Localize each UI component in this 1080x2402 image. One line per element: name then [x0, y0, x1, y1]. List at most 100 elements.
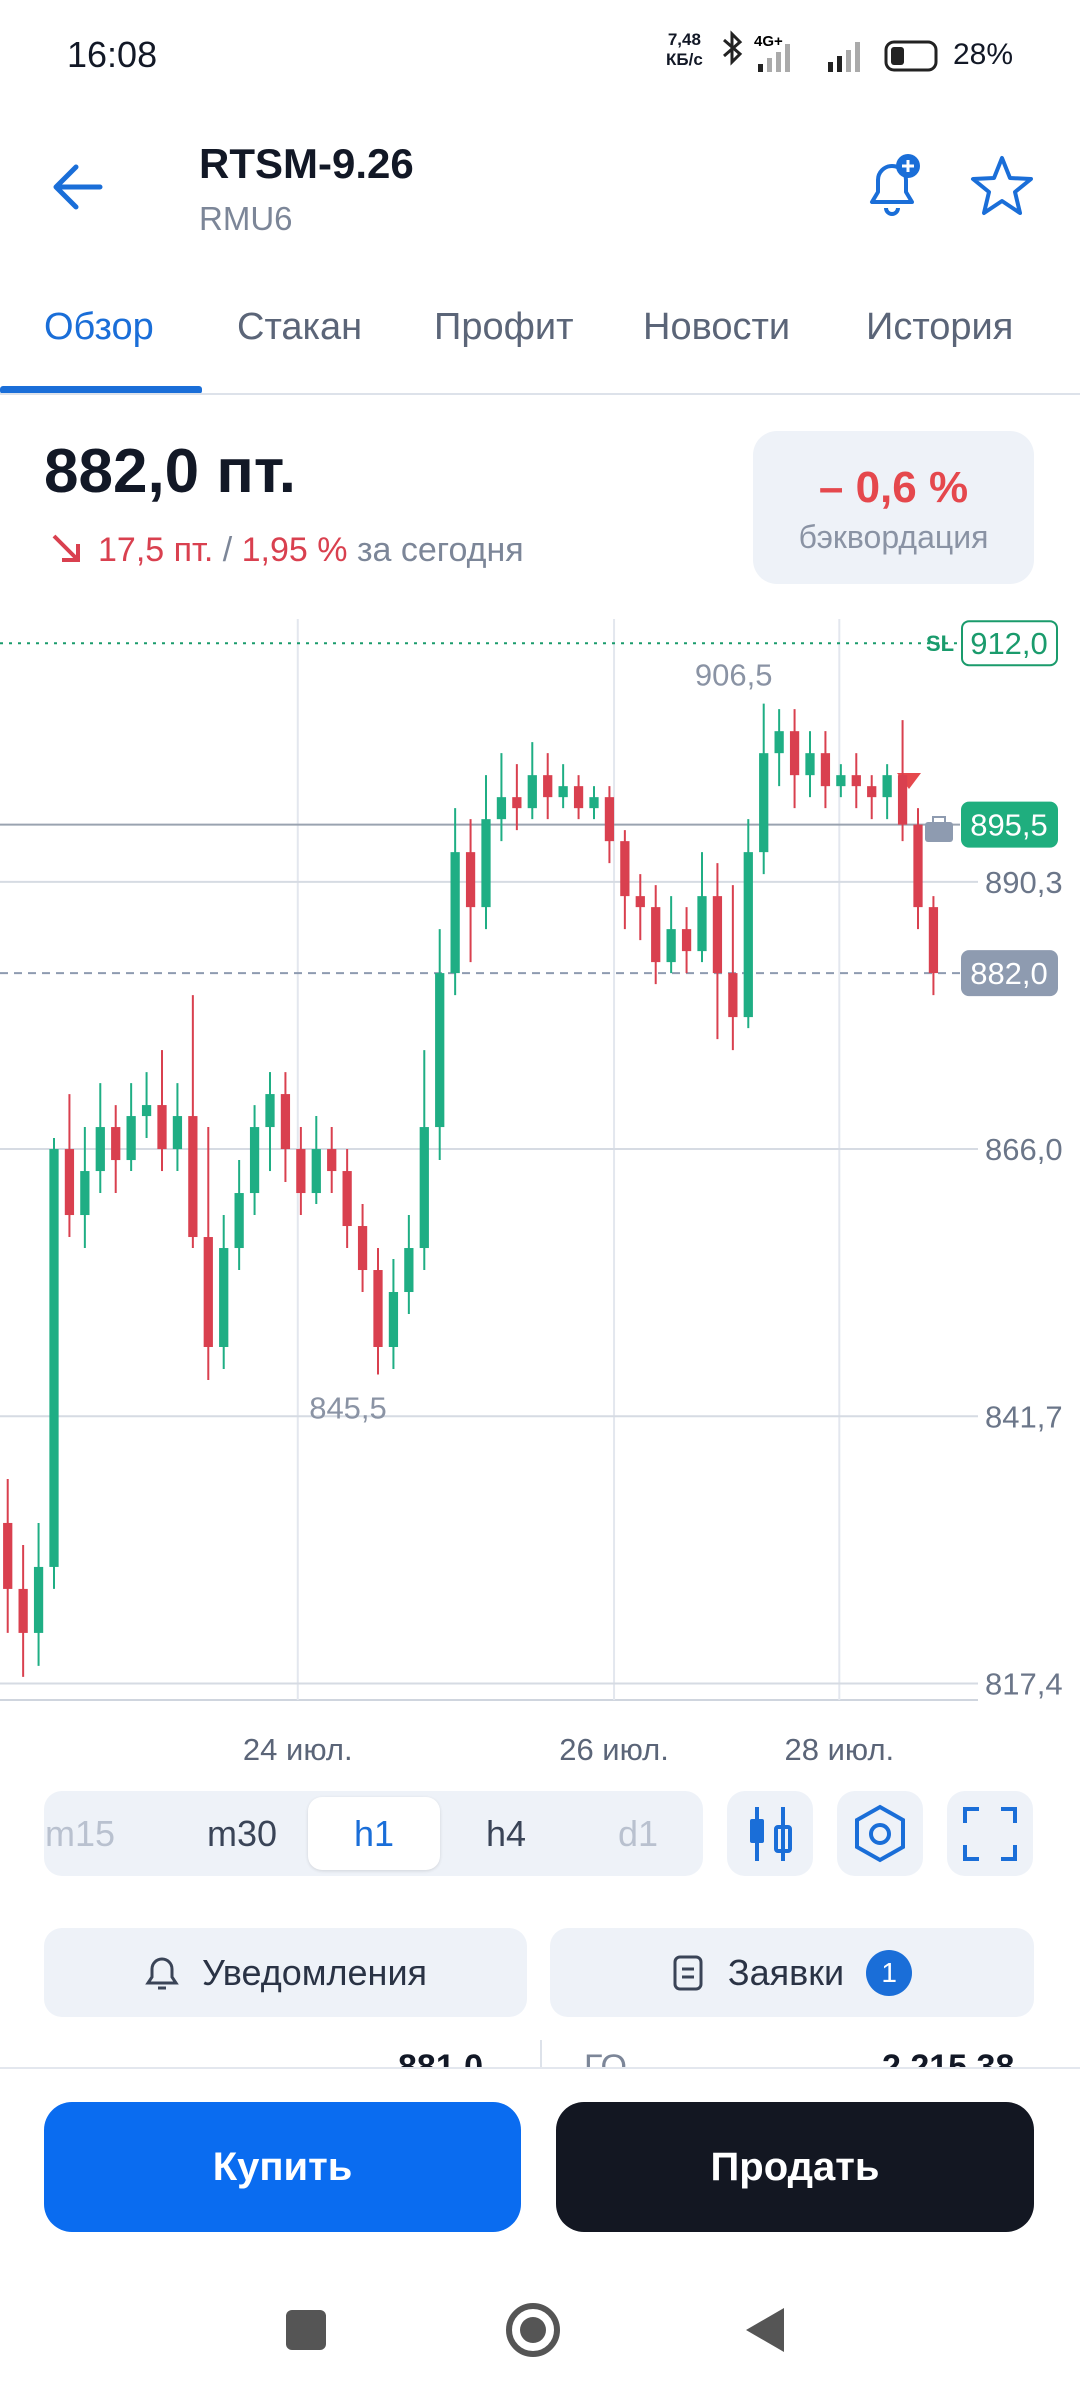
indicators-button[interactable]: [837, 1791, 923, 1876]
candle-body: [80, 1171, 90, 1216]
candle-body: [913, 824, 923, 908]
candle-body: [219, 1248, 229, 1347]
battery: 28%: [953, 38, 1014, 71]
tab-underline: [0, 386, 202, 394]
title: RTSM-9.26: [199, 140, 414, 187]
candle-body: [265, 1094, 275, 1128]
candle-body: [18, 1588, 28, 1633]
speed-unit: КБ/с: [666, 50, 703, 69]
timeframe[interactable]: m15: [44, 1813, 116, 1854]
favorite-button[interactable]: [970, 154, 1034, 218]
info-value: 881,0: [398, 2048, 484, 2067]
candle-body: [311, 1149, 321, 1194]
x-tick-label: 26 июл.: [559, 1732, 669, 1767]
candle-body: [635, 896, 645, 908]
status-icons: 4G+: [723, 30, 938, 72]
candle-body: [404, 1248, 414, 1293]
candle-body: [296, 1149, 306, 1194]
timeframe[interactable]: d1: [617, 1813, 659, 1854]
recents-button[interactable]: [286, 2310, 326, 2350]
tab[interactable]: Профит: [434, 306, 574, 348]
briefcase-icon: [925, 816, 953, 842]
candle-body: [373, 1270, 383, 1347]
sell-button[interactable]: Продать: [556, 2102, 1034, 2232]
info-row: 881,0 ГО 2 215,38: [0, 2040, 1080, 2067]
orders-button[interactable]: Заявки 1: [550, 1928, 1034, 2017]
candle-body: [234, 1193, 244, 1249]
time: 16:08: [67, 34, 158, 75]
candle-body: [64, 1149, 75, 1216]
candle-body: [789, 731, 800, 776]
candle-body: [666, 929, 676, 963]
price-tag-label: 882,0: [970, 956, 1048, 991]
tab[interactable]: Обзор: [44, 306, 154, 348]
candle-body: [774, 731, 784, 754]
tab[interactable]: Новости: [643, 306, 791, 348]
alert-button[interactable]: [862, 150, 926, 220]
tab[interactable]: История: [866, 306, 1014, 348]
timeframe[interactable]: h1: [308, 1797, 440, 1870]
candle-body: [604, 797, 615, 842]
fullscreen-button[interactable]: [947, 1791, 1033, 1876]
candle-body: [111, 1127, 121, 1161]
candle-body: [620, 841, 630, 897]
chart-type-button[interactable]: [727, 1791, 813, 1876]
network: 4G+: [754, 33, 783, 50]
candle-body: [836, 775, 846, 787]
candle-body: [558, 786, 568, 798]
home-button[interactable]: [506, 2303, 560, 2357]
net-speed: 7,48 КБ/с: [666, 30, 703, 70]
separator: /: [222, 531, 233, 569]
period: за сегодня: [356, 531, 524, 569]
candle-body: [496, 797, 507, 820]
info-label: ГО: [584, 2048, 627, 2067]
candle-body: [203, 1237, 213, 1347]
candle-body: [465, 852, 476, 908]
timeframe[interactable]: h4: [485, 1813, 527, 1854]
candle-body: [897, 775, 908, 825]
price-tag: [961, 620, 1058, 667]
alerts-label: Уведомления: [201, 1951, 428, 1993]
extreme-label: 906,5: [695, 658, 773, 693]
candle-body: [141, 1105, 152, 1117]
candle-body: [419, 1127, 429, 1249]
candle-body: [342, 1171, 352, 1227]
candle-body: [759, 753, 769, 853]
tab[interactable]: Стакан: [237, 306, 363, 348]
extreme-label: 845,5: [309, 1390, 387, 1425]
candle-body: [157, 1105, 167, 1150]
candle-body: [172, 1116, 183, 1150]
candle-body: [357, 1226, 368, 1271]
change-line: 17,5 пт. / 1,95 % за сегодня: [98, 531, 524, 570]
y-tick-label: 841,7: [985, 1399, 1063, 1434]
basis-label: бэквордация: [798, 519, 989, 555]
candle-body: [450, 852, 460, 974]
candle-body: [388, 1292, 399, 1347]
y-tick-label: 817,4: [985, 1667, 1063, 1702]
candle-body: [527, 775, 537, 809]
candle-body: [867, 786, 877, 798]
alerts-button[interactable]: Уведомления: [44, 1928, 527, 2017]
timeframe[interactable]: m30: [206, 1813, 278, 1854]
speed: 7,48: [667, 30, 701, 49]
divider: [0, 393, 1080, 395]
candle-body: [512, 797, 522, 809]
price: 882,0 пт.: [44, 437, 296, 506]
back-nav-button[interactable]: [746, 2308, 784, 2352]
basis-box: – 0,6 % бэквордация: [753, 431, 1034, 584]
candle-body: [481, 819, 491, 908]
bluetooth-icon: [723, 30, 743, 66]
battery-icon: [884, 40, 938, 72]
candle-body: [573, 786, 584, 809]
candle-body: [3, 1522, 13, 1589]
candle-body: [126, 1116, 136, 1161]
price-tag: [961, 950, 1058, 997]
candle-body: [728, 973, 738, 1018]
y-tick-label: 890,3: [985, 865, 1063, 900]
candle-body: [805, 753, 815, 776]
price-tag-label: 895,5: [970, 808, 1048, 843]
y-tick-label: 866,0: [985, 1132, 1063, 1167]
buy-button[interactable]: Купить: [44, 2102, 521, 2232]
back-button[interactable]: [50, 160, 104, 214]
x-tick-label: 28 июл.: [784, 1732, 894, 1767]
